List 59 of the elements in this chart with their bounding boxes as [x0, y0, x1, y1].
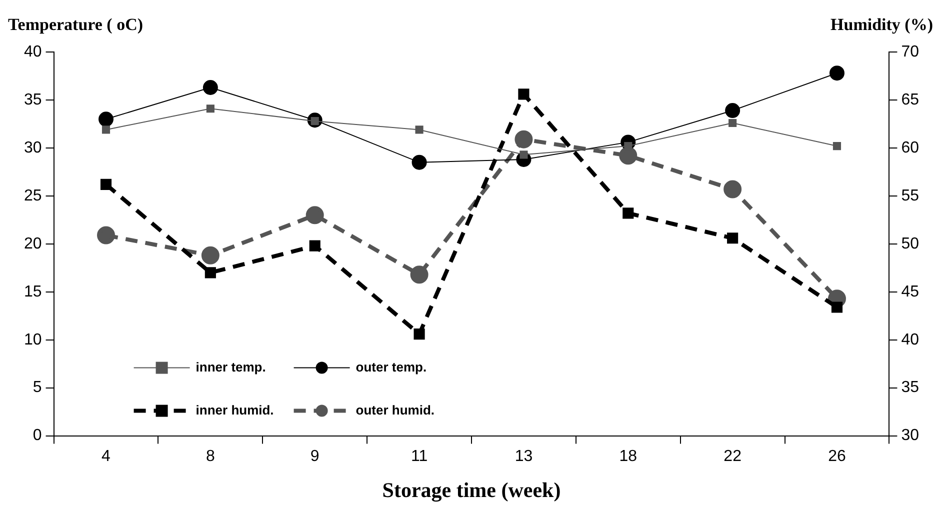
- x-tick-label: 4: [102, 448, 111, 465]
- point: [829, 66, 844, 81]
- legend-label: outer humid.: [356, 402, 435, 418]
- y2-tick-label: 50: [901, 235, 920, 252]
- x-tick-label: 9: [310, 448, 320, 465]
- y-axis-title: Temperature ( oC): [8, 15, 144, 35]
- point: [410, 266, 428, 284]
- point: [619, 146, 638, 165]
- y-tick-label: 30: [24, 139, 42, 156]
- point: [622, 208, 634, 219]
- x-tick-label: 22: [724, 448, 742, 465]
- point: [97, 226, 116, 244]
- x-tick-label: 11: [410, 448, 428, 465]
- point: [206, 104, 214, 113]
- x-axis-title: Storage time (week): [381, 478, 562, 503]
- y2-tick-label: 35: [901, 379, 920, 396]
- x-tick-label: 26: [828, 448, 846, 465]
- y-tick-label: 15: [24, 283, 42, 300]
- legend-label: inner temp.: [196, 359, 266, 374]
- point: [98, 112, 114, 127]
- point: [725, 103, 740, 118]
- point: [518, 88, 530, 100]
- y-tick-label: 10: [24, 331, 42, 348]
- legend-label: inner humid.: [196, 402, 274, 418]
- y2-tick-label: 60: [901, 139, 920, 156]
- x-tick-label: 18: [619, 448, 638, 465]
- y-tick-label: 40: [24, 43, 42, 60]
- y2-tick-label: 70: [901, 43, 920, 60]
- y-tick-label: 20: [24, 235, 42, 252]
- y-tick-label: 0: [32, 427, 42, 444]
- point: [202, 80, 218, 95]
- point: [724, 180, 742, 198]
- y2-tick-label: 45: [901, 283, 920, 300]
- point: [309, 240, 320, 252]
- point: [727, 232, 738, 244]
- y-tick-label: 25: [24, 187, 42, 204]
- point: [414, 328, 425, 340]
- point: [831, 302, 843, 313]
- point: [100, 178, 112, 190]
- x-tick-label: 13: [514, 448, 533, 465]
- legend-label: outer temp.: [356, 359, 427, 374]
- y2-tick-label: 55: [901, 187, 920, 204]
- y2-tick-label: 40: [901, 331, 920, 348]
- point: [832, 142, 842, 150]
- point: [514, 130, 533, 148]
- point: [415, 126, 424, 134]
- y-tick-label: 5: [32, 379, 42, 396]
- y2-tick-label: 30: [901, 427, 920, 444]
- point: [520, 150, 528, 159]
- point: [306, 206, 324, 224]
- point: [201, 246, 220, 264]
- point: [204, 267, 216, 278]
- point: [102, 126, 110, 134]
- point: [728, 118, 737, 128]
- point: [412, 154, 427, 170]
- y-tick-label: 35: [24, 91, 42, 108]
- y2-tick-label: 65: [901, 91, 920, 108]
- x-tick-label: 8: [206, 448, 215, 465]
- y2-axis-title: Humidity (%): [830, 15, 933, 35]
